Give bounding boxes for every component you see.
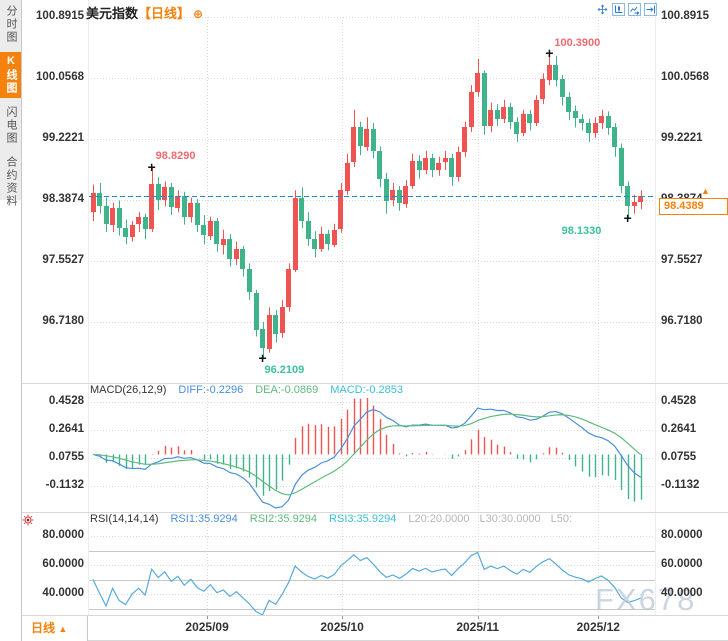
y-axis-label: 97.5527 xyxy=(42,254,84,266)
rsi1-value: RSI1:35.9294 xyxy=(170,513,238,525)
add-indicator-icon[interactable]: ⊕ xyxy=(193,7,204,21)
high-price-annotation: 100.3900 xyxy=(554,36,601,49)
y-axis-label: 97.5527 xyxy=(661,254,703,266)
chart-canvas[interactable] xyxy=(88,0,655,620)
extreme-marker: + xyxy=(258,351,267,367)
x-axis-label: 2025/10 xyxy=(320,620,364,634)
watermark: FX678 xyxy=(595,582,697,617)
y-axis-label: 0.0755 xyxy=(48,451,84,463)
x-axis-label: 2025/09 xyxy=(185,620,229,634)
panel-separator[interactable] xyxy=(22,512,728,513)
y-axis-label: 60.0000 xyxy=(661,558,703,570)
crosshair-move-icon[interactable] xyxy=(596,3,609,16)
rsi3-value: RSI3:35.9294 xyxy=(329,513,397,525)
y-axis-label: 100.8915 xyxy=(36,10,84,22)
low-price-annotation: 98.1330 xyxy=(561,224,602,237)
last-price-tag: 98.4389 xyxy=(659,198,728,216)
macd-header: MACD(26,12,9) DIFF:-0.2296 DEA:-0.0869 MACD… xyxy=(90,384,415,396)
chart-title-bar: 美元指数【日线】 ⊕ xyxy=(86,3,204,21)
rsi-header: RSI(14,14,14) RSI1:35.9294 RSI2:35.9294 RSI… xyxy=(90,513,582,525)
extreme-marker: + xyxy=(147,160,156,176)
indicator-settings-icon[interactable] xyxy=(21,513,35,527)
y-axis-label: 0.4528 xyxy=(48,395,84,407)
y-axis-label: 0.4528 xyxy=(661,395,697,407)
macd-title: MACD(26,12,9) xyxy=(90,384,167,396)
rsi2-value: RSI2:35.9294 xyxy=(249,513,318,525)
y-axis-label: 0.2641 xyxy=(661,423,697,435)
y-axis-label: 96.7180 xyxy=(42,315,84,327)
macd-dea-value: DEA:-0.0869 xyxy=(255,384,319,396)
plot-left-edge xyxy=(88,0,89,615)
y-axis-label: 80.0000 xyxy=(661,529,703,541)
y-axis-label: 0.0755 xyxy=(661,451,697,463)
period-tag: 【日线】 xyxy=(138,6,191,21)
y-axis-label: 99.2221 xyxy=(661,132,703,144)
rsi-l20-value: L20:20.0000 xyxy=(408,513,470,525)
chevron-up-icon: ▲ xyxy=(58,624,68,634)
axis-scale-icon[interactable] xyxy=(612,3,625,16)
sidebar-tab-group: 分时图 K线图 闪电图 合约资料 xyxy=(0,0,21,208)
chart-forward-icon[interactable] xyxy=(628,3,641,16)
y-axis-label: 100.8915 xyxy=(661,10,709,22)
x-axis-label: 2025/11 xyxy=(456,620,500,634)
rsi-l50-value: L50: xyxy=(550,513,573,525)
y-axis-label: 40.0000 xyxy=(42,587,84,599)
y-axis-label: -0.1132 xyxy=(661,479,700,491)
extreme-marker: + xyxy=(623,211,632,227)
sidebar: 分时图 K线图 闪电图 合约资料 xyxy=(0,0,22,641)
y-axis-label: 100.0568 xyxy=(661,71,709,83)
sidebar-tab-time-chart[interactable]: 分时图 xyxy=(5,5,17,44)
y-axis-label: 99.2221 xyxy=(42,132,84,144)
footer-period-selector[interactable]: 日线 ▲ xyxy=(22,616,88,641)
panel-separator[interactable] xyxy=(22,383,728,384)
goto-latest-icon[interactable] xyxy=(644,3,657,16)
low-price-annotation: 96.2109 xyxy=(264,364,305,377)
y-axis-label: 60.0000 xyxy=(42,558,84,570)
y-axis-label: 96.7180 xyxy=(661,315,703,327)
chart-toolbar xyxy=(596,3,657,16)
high-price-annotation: 98.8290 xyxy=(155,149,196,162)
price-arrow-icon: ▲ xyxy=(701,186,710,197)
y-axis-label: 0.2641 xyxy=(48,423,84,435)
rsi-l30-value: L30:30.0000 xyxy=(479,513,541,525)
y-axis-label: -0.1132 xyxy=(45,479,84,491)
panel-separator xyxy=(22,615,728,616)
rsi-title: RSI(14,14,14) xyxy=(90,513,159,525)
y-axis-label: 80.0000 xyxy=(42,529,84,541)
sidebar-tab-contract-info[interactable]: 合约资料 xyxy=(5,156,17,208)
y-axis-label: 98.3874 xyxy=(42,193,84,205)
footer-period-label: 日线 xyxy=(31,621,56,635)
plot-right-edge xyxy=(655,0,656,615)
symbol-title: 美元指数 xyxy=(86,6,139,21)
sidebar-tab-kline-chart[interactable]: K线图 xyxy=(0,52,21,98)
sidebar-tab-lightning-chart[interactable]: 闪电图 xyxy=(5,106,17,145)
y-axis-label: 100.0568 xyxy=(36,71,84,83)
extreme-marker: + xyxy=(545,46,554,62)
macd-diff-value: DIFF:-0.2296 xyxy=(178,384,244,396)
y-axis-label: 40.0000 xyxy=(661,587,703,599)
macd-value: MACD:-0.2853 xyxy=(330,384,403,396)
x-axis-label: 2025/12 xyxy=(576,620,620,634)
